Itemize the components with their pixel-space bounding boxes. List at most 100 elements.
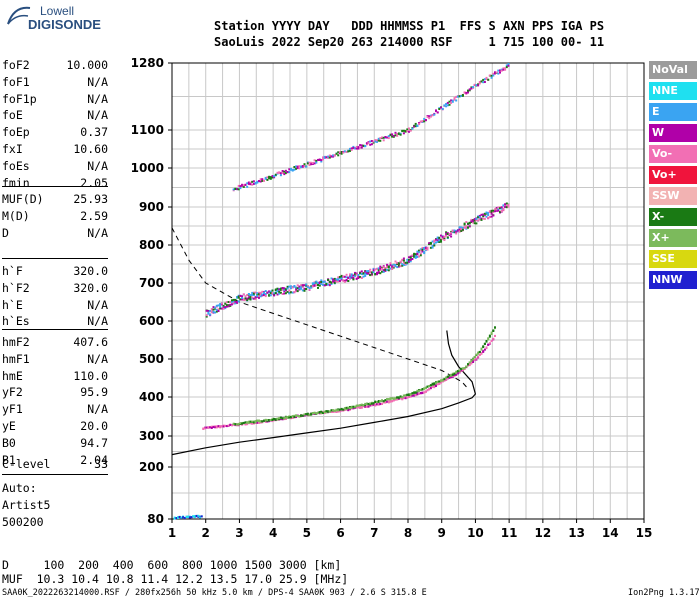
echo-point	[364, 145, 367, 147]
echo-point	[494, 208, 496, 211]
echo-point	[263, 179, 265, 182]
echo-point	[494, 71, 496, 74]
echo-point	[359, 144, 362, 147]
echo-point	[365, 402, 368, 405]
echo-point	[264, 420, 267, 423]
echo-point	[284, 292, 287, 295]
echo-point	[497, 72, 500, 75]
echo-point	[458, 228, 461, 231]
echo-point	[429, 246, 432, 249]
echo-point	[276, 293, 279, 296]
echo-point	[384, 267, 387, 269]
param-value: 2.59	[80, 208, 108, 223]
echo-point	[477, 351, 480, 354]
echo-point	[268, 177, 271, 180]
echo-point	[451, 230, 454, 233]
echo-point	[199, 516, 201, 519]
echo-point	[477, 352, 480, 355]
echo-point	[325, 411, 328, 414]
echo-point	[322, 283, 324, 286]
echo-point	[455, 95, 458, 98]
echo-point	[461, 367, 464, 370]
param-name: h`E	[2, 297, 23, 312]
y-tick-label: 80	[147, 512, 164, 526]
echo-point	[220, 425, 223, 428]
echo-point	[327, 410, 330, 413]
echo-point	[310, 161, 313, 164]
echo-point	[429, 241, 432, 244]
echo-point	[435, 109, 437, 112]
echo-point	[423, 117, 426, 120]
echo-point	[414, 394, 417, 397]
param-name: yF2	[2, 385, 23, 400]
echo-point	[325, 410, 328, 413]
param-value: N/A	[87, 402, 108, 417]
echo-point	[475, 217, 478, 220]
param-name: hmF1	[2, 351, 30, 366]
echo-point	[490, 340, 493, 342]
echo-point	[244, 421, 247, 424]
echo-point	[288, 171, 291, 174]
y-tick-label: 900	[139, 200, 164, 214]
echo-point	[313, 159, 316, 162]
echo-point	[473, 222, 476, 225]
echo-point	[396, 134, 399, 137]
echo-point	[311, 282, 314, 285]
echo-point	[349, 147, 351, 150]
echo-point	[342, 408, 345, 411]
echo-point	[391, 397, 394, 400]
echo-point	[217, 310, 220, 312]
muf-curve	[171, 227, 470, 390]
echo-point	[337, 154, 340, 157]
echo-point	[236, 296, 239, 298]
echo-point	[438, 236, 441, 239]
echo-point	[278, 171, 281, 174]
echo-point	[436, 239, 439, 242]
echo-point	[367, 270, 370, 272]
panel-divider	[2, 329, 108, 330]
param-value: 10.000	[66, 58, 108, 72]
param-hes: h`Es N/A	[2, 314, 108, 332]
echo-point	[413, 125, 416, 128]
echo-point	[394, 264, 397, 266]
echo-point	[210, 427, 213, 429]
echo-point	[419, 120, 422, 123]
echo-point	[193, 516, 196, 519]
echo-point	[374, 268, 377, 271]
echo-point	[286, 285, 289, 288]
echo-point	[396, 261, 399, 264]
param-value: N/A	[87, 74, 108, 89]
echo-point	[244, 295, 247, 298]
echo-point	[261, 178, 264, 181]
echo-point	[497, 69, 500, 72]
echo-point	[433, 385, 436, 387]
echo-point	[451, 373, 454, 376]
echo-point	[222, 306, 225, 309]
echo-point	[350, 148, 353, 151]
echo-point	[376, 267, 378, 270]
echo-point	[419, 392, 422, 394]
y-tick-label: 600	[139, 314, 164, 328]
echo-point	[426, 385, 429, 388]
echo-point	[322, 156, 324, 159]
echo-point	[392, 399, 395, 402]
echo-point	[391, 400, 394, 403]
echo-point	[382, 266, 385, 269]
echo-point	[379, 269, 382, 271]
echo-point	[291, 169, 294, 172]
echo-point	[424, 119, 427, 122]
echo-point	[359, 276, 362, 278]
echo-point	[219, 307, 222, 310]
echo-point	[251, 420, 254, 423]
param-value: 20.0	[80, 419, 108, 433]
echo-point	[468, 222, 471, 225]
echo-point	[440, 238, 442, 241]
echo-point	[369, 143, 372, 146]
echo-point	[389, 399, 392, 402]
echo-point	[225, 304, 228, 307]
echo-point	[207, 311, 210, 314]
echo-point	[214, 426, 217, 429]
x-tick-label: 3	[235, 526, 243, 540]
echo-point	[264, 293, 267, 296]
echo-point	[485, 215, 488, 218]
